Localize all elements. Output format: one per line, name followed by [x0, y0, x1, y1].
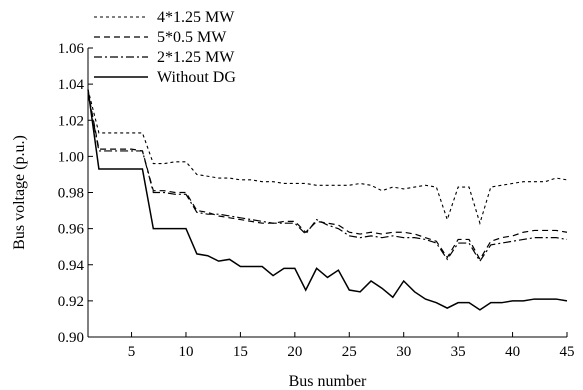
- legend-label: 4*1.25 MW: [157, 9, 235, 26]
- y-tick-label: 1.04: [58, 77, 85, 93]
- x-tick-label: 20: [287, 344, 302, 360]
- legend: 4*1.25 MW 5*0.5 MW 2*1.25 MW Without DG: [94, 9, 236, 86]
- series-group: [87, 89, 568, 311]
- y-tick-label: 0.96: [58, 222, 85, 238]
- x-tick-label: 30: [396, 344, 411, 360]
- y-tick-label: 1.00: [58, 149, 84, 165]
- y-tick-label: 0.90: [58, 330, 84, 346]
- series-line-2: [87, 91, 568, 261]
- y-tick-label: 1.06: [58, 41, 85, 57]
- x-tick-label: 35: [451, 344, 466, 360]
- x-tick-label: 45: [560, 344, 575, 360]
- y-tick-label: 0.92: [58, 294, 84, 310]
- y-tick-label: 1.02: [58, 113, 84, 129]
- x-tick-label: 10: [178, 344, 193, 360]
- legend-label: 2*1.25 MW: [157, 49, 235, 66]
- axes: 0.90 0.92 0.94 0.96 0.98 1.00 1.02 1.04 1.06 5 10 1…: [58, 41, 575, 360]
- x-tick-label: 5: [128, 344, 136, 360]
- series-line-1: [87, 89, 568, 226]
- legend-label: 5*0.5 MW: [157, 29, 227, 46]
- x-tick-label: 15: [233, 344, 248, 360]
- y-tick-label: 0.94: [58, 258, 85, 274]
- x-tick-label: 25: [342, 344, 357, 360]
- y-tick-label: 0.98: [58, 186, 84, 202]
- x-axis-title: Bus number: [289, 373, 367, 390]
- series-line-4: [87, 89, 568, 311]
- legend-label: Without DG: [157, 69, 236, 86]
- y-axis-title: Bus voltage (p.u.): [11, 135, 28, 250]
- x-tick-label: 40: [505, 344, 520, 360]
- series-line-3: [87, 93, 568, 263]
